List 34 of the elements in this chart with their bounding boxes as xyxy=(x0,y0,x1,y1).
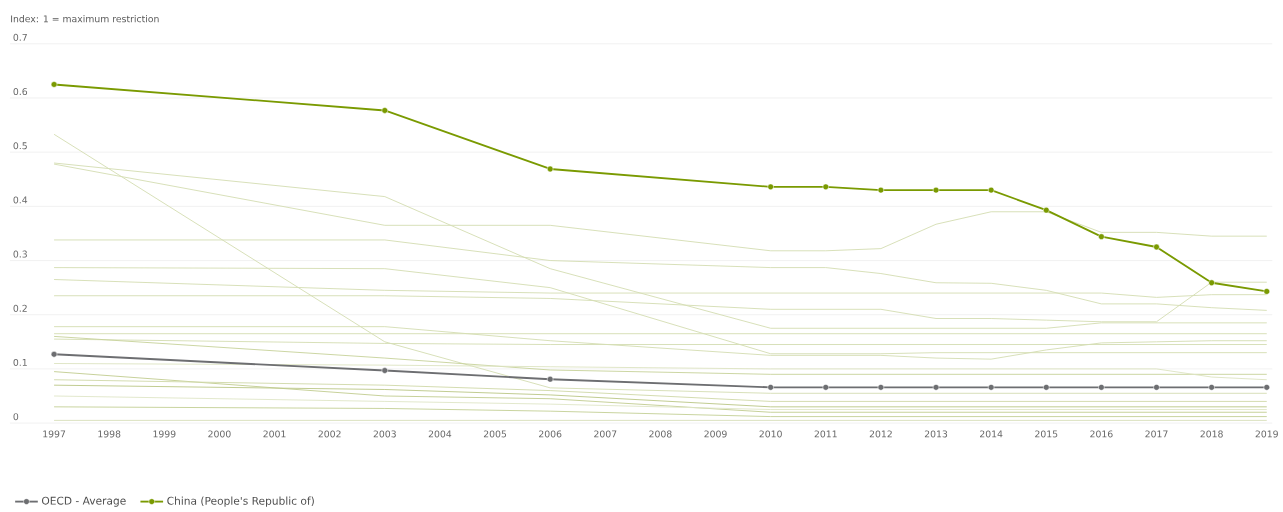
legend-label: OECD - Average xyxy=(41,496,126,507)
y-tick-label: 0.1 xyxy=(13,359,27,367)
x-tick-label: 2015 xyxy=(1035,430,1058,438)
x-tick-label: 2007 xyxy=(594,430,617,438)
x-tick-label: 2013 xyxy=(924,430,948,438)
x-tick-label: 2005 xyxy=(483,430,507,438)
x-tick-label: 2017 xyxy=(1145,430,1168,438)
y-tick-label: 0.3 xyxy=(13,250,27,258)
y-tick-label: 0.7 xyxy=(13,33,27,41)
y-tick-label: 0.2 xyxy=(13,304,27,312)
x-tick-label: 2008 xyxy=(649,430,672,438)
x-tick-label: 1998 xyxy=(98,430,121,438)
x-tick-label: 2000 xyxy=(208,430,231,438)
y-axis-title: Index: 1 = maximum restriction xyxy=(11,15,159,23)
x-tick-label: 2018 xyxy=(1200,430,1223,438)
x-tick-label: 2014 xyxy=(980,430,1003,438)
y-tick-label: 0.4 xyxy=(13,196,28,204)
x-tick-label: 1999 xyxy=(153,430,176,438)
x-tick-label: 2010 xyxy=(759,430,782,438)
x-tick-label: 2003 xyxy=(373,430,396,438)
legend-label: China (People's Republic of) xyxy=(167,496,314,507)
x-tick-label: 2002 xyxy=(318,430,341,438)
y-tick-label: 0 xyxy=(13,413,19,421)
x-tick-label: 2011 xyxy=(814,430,837,438)
x-tick-label: 2006 xyxy=(539,430,562,438)
x-tick-label: 2004 xyxy=(428,430,452,438)
x-tick-label: 2012 xyxy=(869,430,892,438)
x-tick-label: 2001 xyxy=(263,430,286,438)
x-tick-label: 2009 xyxy=(704,430,727,438)
x-tick-label: 1997 xyxy=(43,430,66,438)
y-tick-label: 0.5 xyxy=(13,142,27,150)
x-tick-label: 2019 xyxy=(1255,430,1278,438)
y-tick-label: 0.6 xyxy=(13,88,28,96)
x-tick-label: 2016 xyxy=(1090,430,1113,438)
